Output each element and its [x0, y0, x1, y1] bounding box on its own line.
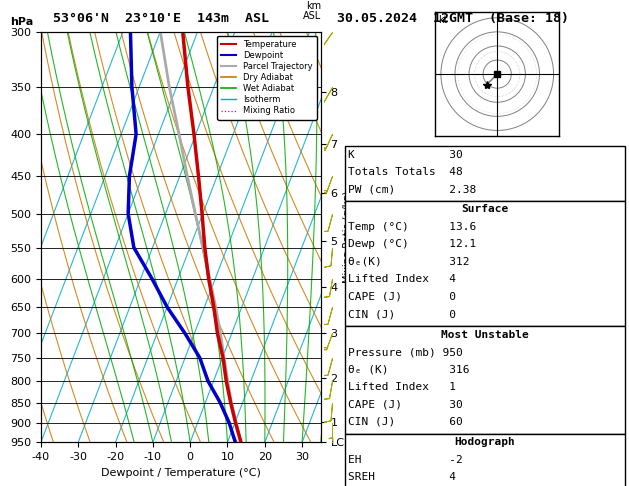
- Text: Pressure (mb) 950: Pressure (mb) 950: [348, 347, 462, 357]
- Text: km
ASL: km ASL: [303, 0, 321, 21]
- Legend: Temperature, Dewpoint, Parcel Trajectory, Dry Adiabat, Wet Adiabat, Isotherm, Mi: Temperature, Dewpoint, Parcel Trajectory…: [217, 36, 316, 120]
- Text: θₑ (K)         316: θₑ (K) 316: [348, 364, 469, 375]
- Text: Surface: Surface: [461, 204, 508, 214]
- Text: hPa: hPa: [10, 17, 33, 28]
- Text: SREH           4: SREH 4: [348, 472, 456, 483]
- Text: Most Unstable: Most Unstable: [441, 330, 528, 340]
- X-axis label: Dewpoint / Temperature (°C): Dewpoint / Temperature (°C): [101, 468, 261, 478]
- Text: Hodograph: Hodograph: [454, 437, 515, 448]
- Text: EH             -2: EH -2: [348, 455, 462, 465]
- Text: CAPE (J)       0: CAPE (J) 0: [348, 292, 456, 302]
- Text: Lifted Index   4: Lifted Index 4: [348, 274, 456, 284]
- Text: © weatheronline.co.uk: © weatheronline.co.uk: [414, 465, 555, 475]
- Text: 30.05.2024  12GMT  (Base: 18): 30.05.2024 12GMT (Base: 18): [337, 12, 569, 25]
- Text: 53°06'N  23°10'E  143m  ASL: 53°06'N 23°10'E 143m ASL: [53, 12, 269, 25]
- Text: K              30: K 30: [348, 150, 462, 160]
- Text: CAPE (J)       30: CAPE (J) 30: [348, 399, 462, 410]
- Text: Totals Totals  48: Totals Totals 48: [348, 167, 462, 177]
- Text: kt: kt: [438, 15, 448, 25]
- Text: Temp (°C)      13.6: Temp (°C) 13.6: [348, 222, 476, 232]
- Text: CIN (J)        60: CIN (J) 60: [348, 417, 462, 427]
- Text: Mixing Ratio (g/kg): Mixing Ratio (g/kg): [343, 191, 353, 283]
- Text: PW (cm)        2.38: PW (cm) 2.38: [348, 185, 476, 195]
- Text: θₑ(K)          312: θₑ(K) 312: [348, 257, 469, 267]
- Text: CIN (J)        0: CIN (J) 0: [348, 309, 456, 319]
- Text: Dewp (°C)      12.1: Dewp (°C) 12.1: [348, 239, 476, 249]
- Text: Lifted Index   1: Lifted Index 1: [348, 382, 456, 392]
